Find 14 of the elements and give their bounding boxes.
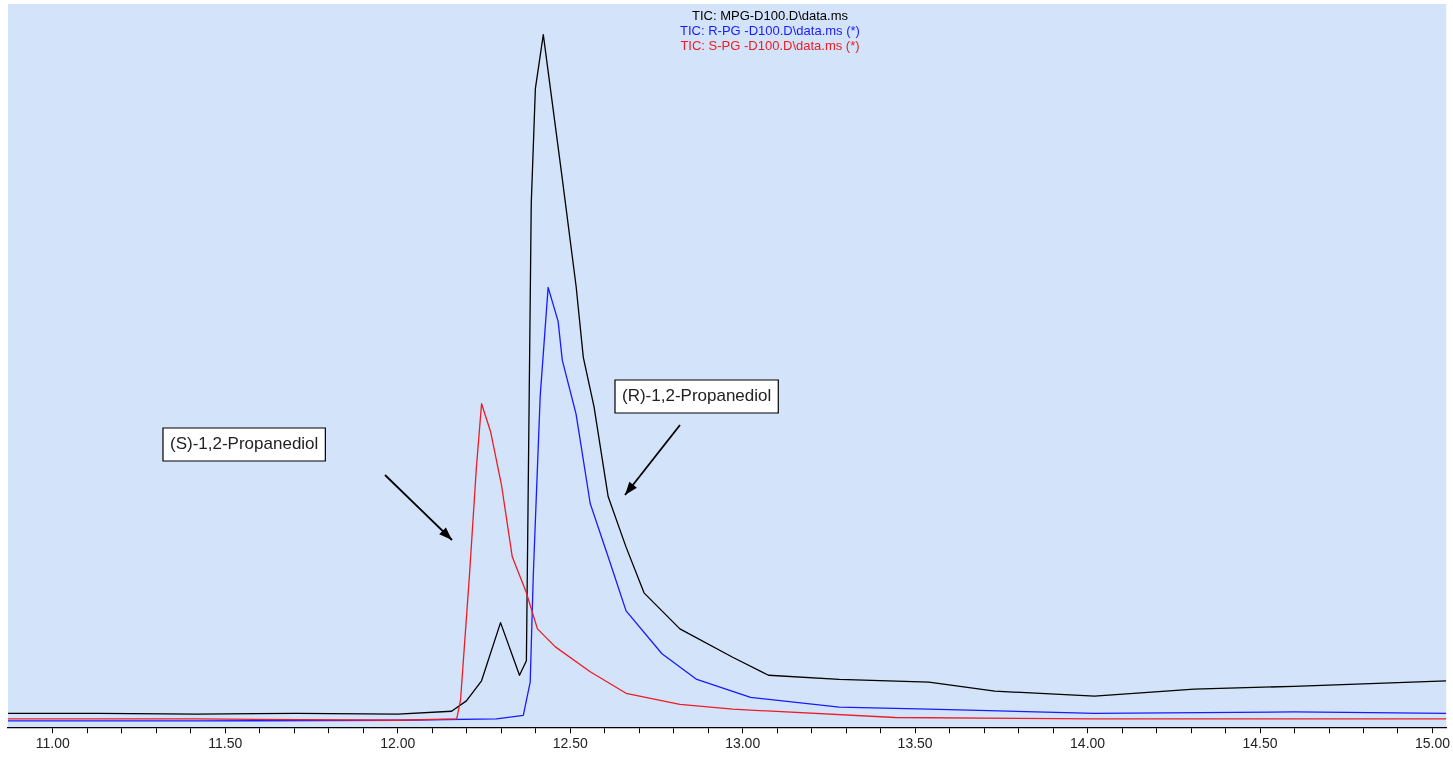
x-tick-label: 12.00 [380, 735, 416, 752]
annotation: (R)-1,2-Propanediol [622, 386, 772, 406]
x-tick-label: 11.00 [35, 735, 71, 752]
x-tick-label: 14.50 [1242, 735, 1278, 752]
annotation: (S)-1,2-Propanediol [170, 434, 319, 454]
x-tick-label: 13.50 [897, 735, 933, 752]
x-tick-label: 14.00 [1070, 735, 1106, 752]
x-tick-label: 13.00 [725, 735, 761, 752]
x-tick-label: 12.50 [552, 735, 588, 752]
x-tick-label: 11.50 [208, 735, 243, 752]
text: TIC: S-PG -D100.D\data.ms (*) [680, 38, 860, 54]
x-tick-label: 15.00 [1414, 735, 1451, 752]
text: TIC: R-PG -D100.D\data.ms (*) [680, 23, 860, 39]
text: TIC: MPG-D100.D\data.ms [691, 8, 849, 24]
